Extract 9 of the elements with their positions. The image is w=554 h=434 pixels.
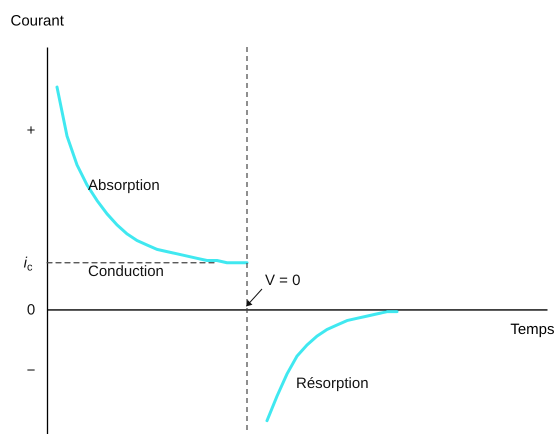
series-label: Résorption [296,374,369,392]
annotation: V = 0 [265,272,300,289]
text: + [26,122,36,139]
series-label: Absorption [88,176,160,194]
x-axis-title: Temps [510,320,554,338]
text: 0 [26,301,36,318]
annotation: Conduction [88,263,164,280]
text: − [26,362,36,379]
y-axis-title: Courant [10,12,65,30]
